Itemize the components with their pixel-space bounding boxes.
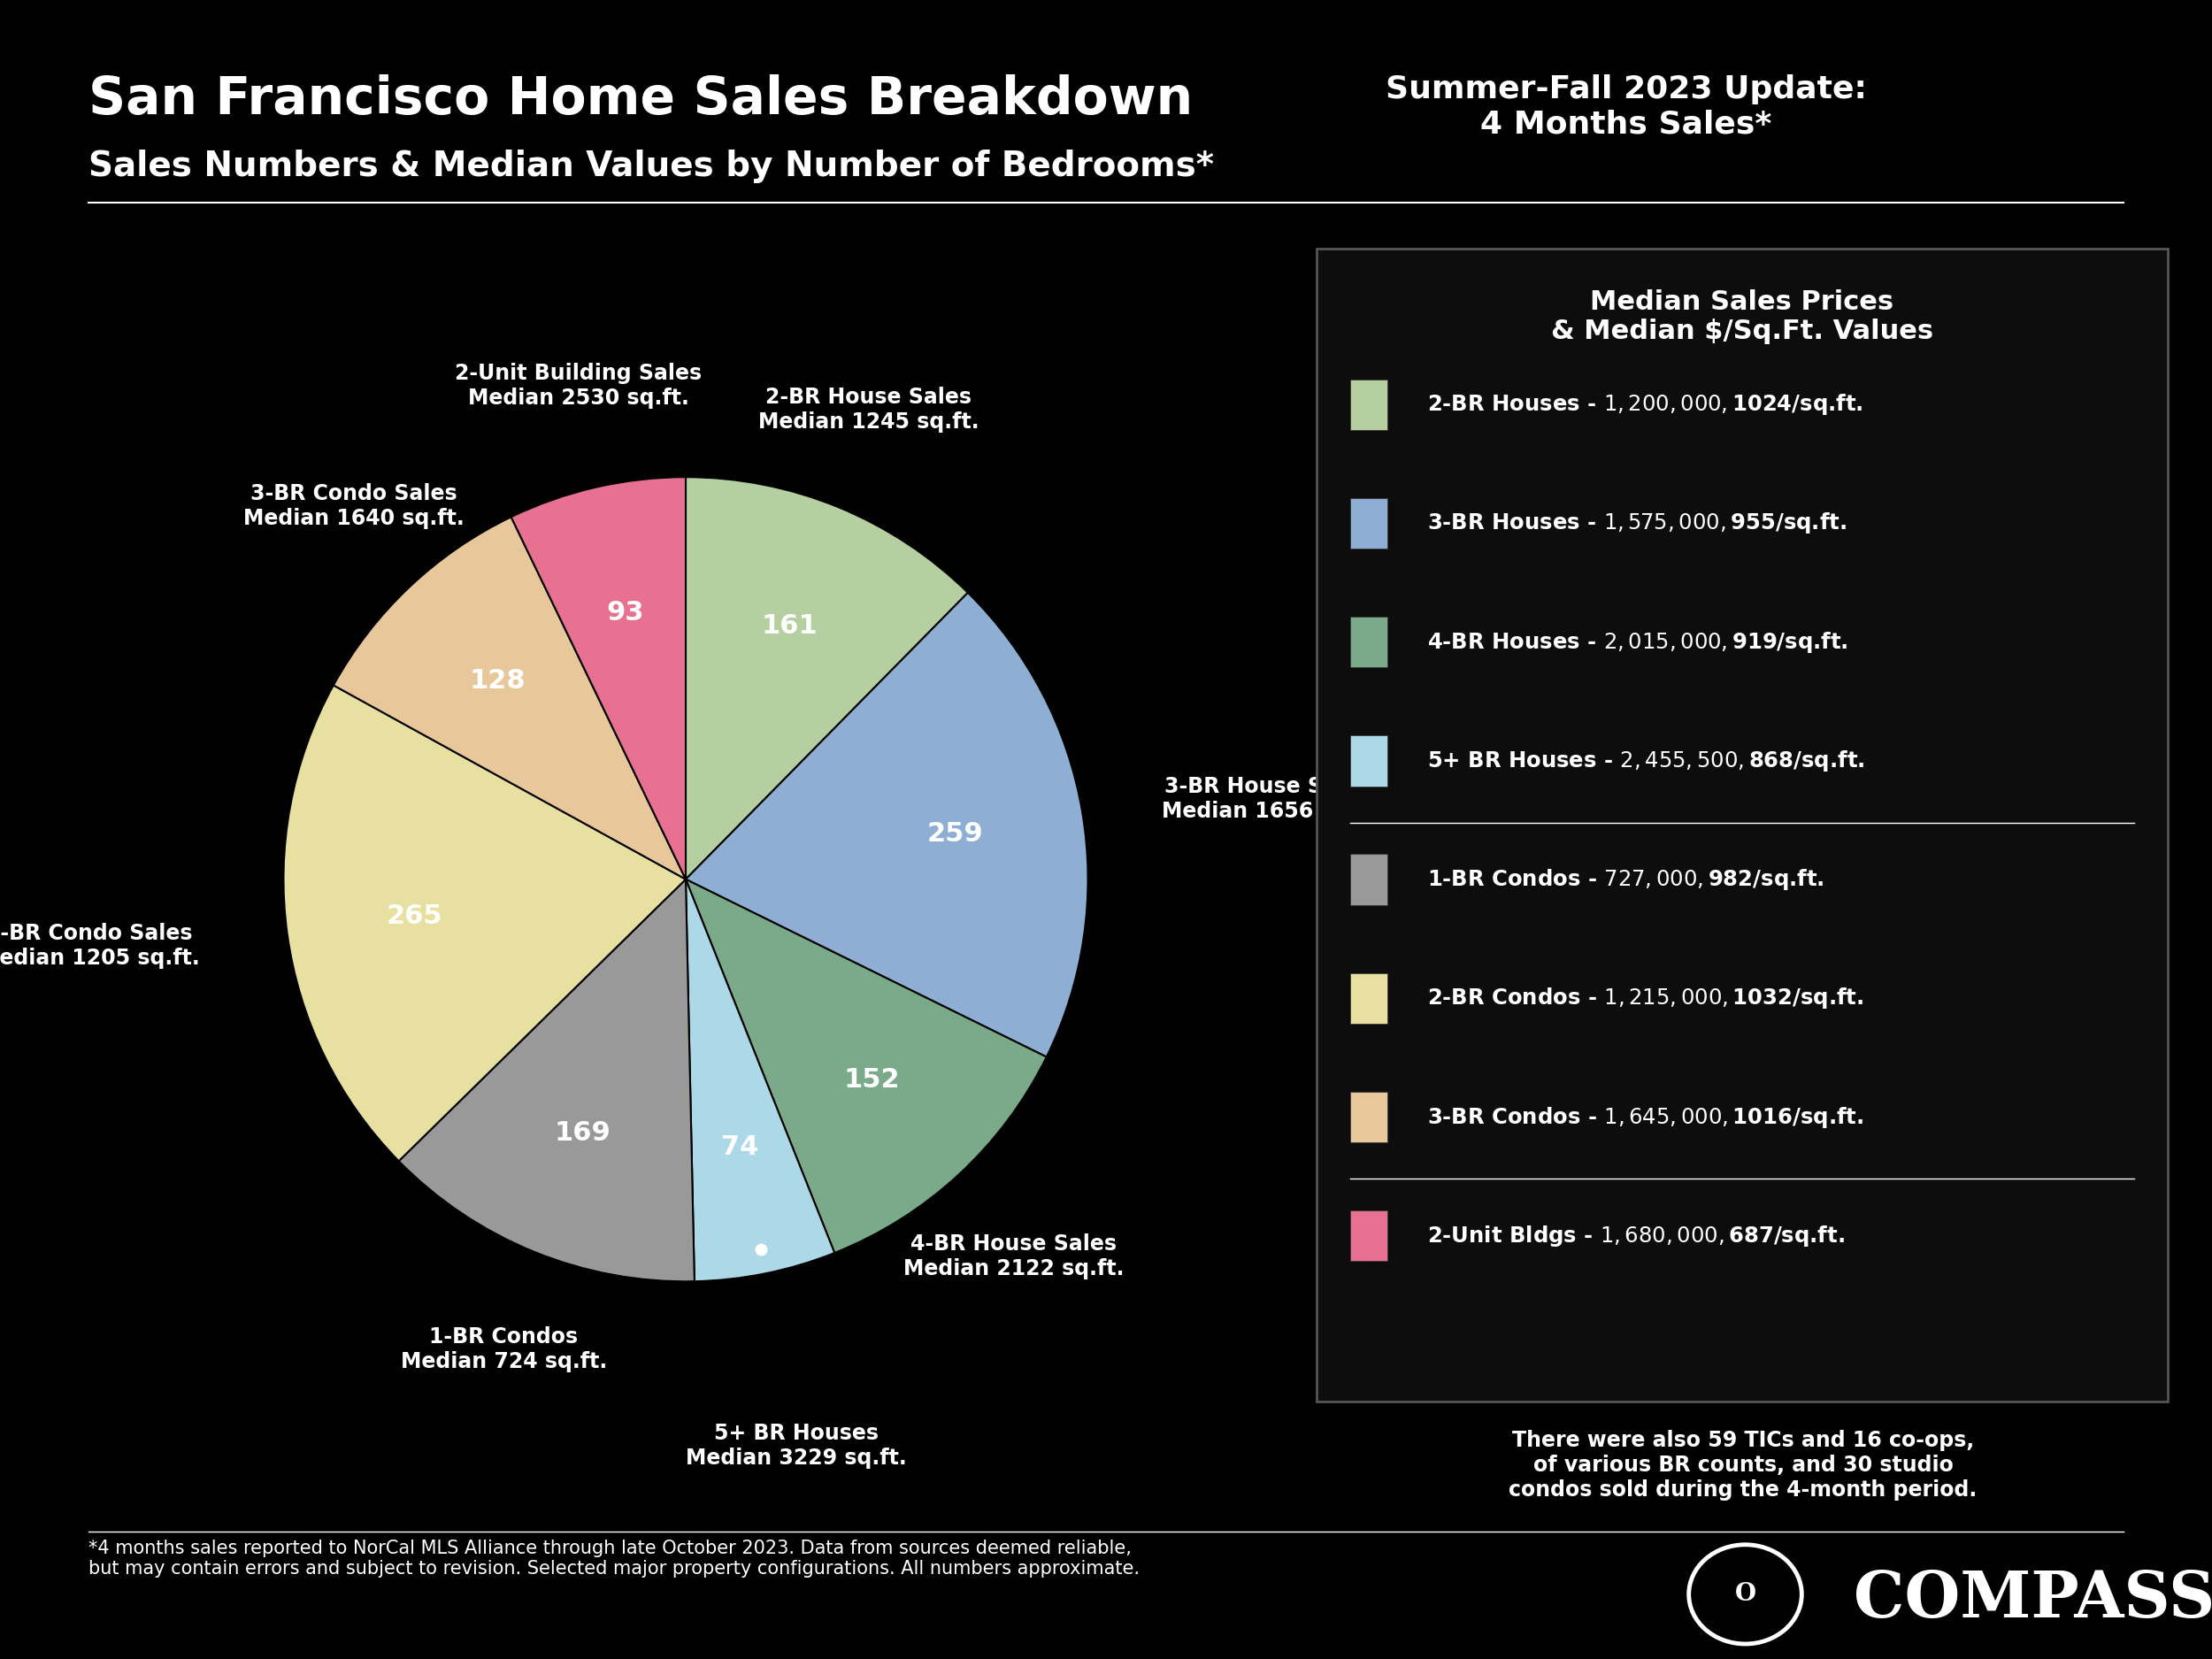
FancyBboxPatch shape <box>1349 972 1387 1024</box>
FancyBboxPatch shape <box>1349 854 1387 904</box>
Text: O: O <box>1734 1583 1756 1606</box>
Text: 3-BR Condos - $1,645,000, $1016/sq.ft.: 3-BR Condos - $1,645,000, $1016/sq.ft. <box>1427 1105 1863 1130</box>
Text: 2-Unit Bldgs - $1,680,000, $687/sq.ft.: 2-Unit Bldgs - $1,680,000, $687/sq.ft. <box>1427 1223 1845 1248</box>
Text: 2-BR House Sales
Median 1245 sq.ft.: 2-BR House Sales Median 1245 sq.ft. <box>759 387 980 433</box>
Text: 3-BR Condo Sales
Median 1640 sq.ft.: 3-BR Condo Sales Median 1640 sq.ft. <box>243 483 465 529</box>
Text: Sales Numbers & Median Values by Number of Bedrooms*: Sales Numbers & Median Values by Number … <box>88 149 1214 182</box>
Text: 3-BR House Sales
Median 1656 sq ft: 3-BR House Sales Median 1656 sq ft <box>1161 776 1374 821</box>
Wedge shape <box>686 879 1046 1253</box>
FancyBboxPatch shape <box>1349 735 1387 786</box>
FancyBboxPatch shape <box>1349 498 1387 549</box>
FancyBboxPatch shape <box>1349 617 1387 667</box>
Text: 152: 152 <box>843 1067 900 1093</box>
Text: 4-BR Houses - $2,015,000, $919/sq.ft.: 4-BR Houses - $2,015,000, $919/sq.ft. <box>1427 630 1847 654</box>
FancyBboxPatch shape <box>1316 249 2168 1402</box>
FancyBboxPatch shape <box>1349 380 1387 430</box>
Text: 2-BR Condo Sales
Median 1205 sq.ft.: 2-BR Condo Sales Median 1205 sq.ft. <box>0 922 199 969</box>
Wedge shape <box>686 478 969 879</box>
Text: 1-BR Condos
Median 724 sq.ft.: 1-BR Condos Median 724 sq.ft. <box>400 1326 606 1372</box>
FancyBboxPatch shape <box>1349 1092 1387 1143</box>
Text: 161: 161 <box>761 614 818 639</box>
Text: 3-BR Houses - $1,575,000, $955/sq.ft.: 3-BR Houses - $1,575,000, $955/sq.ft. <box>1427 511 1847 536</box>
Text: *4 months sales reported to NorCal MLS Alliance through late October 2023. Data : *4 months sales reported to NorCal MLS A… <box>88 1540 1139 1578</box>
Text: 2-BR Houses - $1,200,000, $1024/sq.ft.: 2-BR Houses - $1,200,000, $1024/sq.ft. <box>1427 392 1863 416</box>
Text: 4-BR House Sales
Median 2122 sq.ft.: 4-BR House Sales Median 2122 sq.ft. <box>902 1234 1124 1279</box>
Wedge shape <box>511 478 686 879</box>
Wedge shape <box>283 685 686 1161</box>
Text: 74: 74 <box>721 1135 759 1160</box>
Text: COMPASS: COMPASS <box>1854 1568 2212 1631</box>
Text: 5+ BR Houses
Median 3229 sq.ft.: 5+ BR Houses Median 3229 sq.ft. <box>686 1423 907 1468</box>
Text: 93: 93 <box>606 601 644 625</box>
Wedge shape <box>398 879 695 1281</box>
Text: 128: 128 <box>469 669 526 693</box>
Text: 259: 259 <box>927 821 984 846</box>
Text: 2-Unit Building Sales
Median 2530 sq.ft.: 2-Unit Building Sales Median 2530 sq.ft. <box>456 363 701 408</box>
Text: Median Sales Prices
& Median $/Sq.Ft. Values: Median Sales Prices & Median $/Sq.Ft. Va… <box>1551 289 1933 345</box>
Text: 265: 265 <box>387 904 442 929</box>
Text: 169: 169 <box>555 1120 611 1145</box>
Text: 5+ BR Houses - $2,455,500, $868/sq.ft.: 5+ BR Houses - $2,455,500, $868/sq.ft. <box>1427 748 1865 773</box>
Text: 2-BR Condos - $1,215,000, $1032/sq.ft.: 2-BR Condos - $1,215,000, $1032/sq.ft. <box>1427 985 1863 1010</box>
Text: 1-BR Condos - $727,000, $982/sq.ft.: 1-BR Condos - $727,000, $982/sq.ft. <box>1427 868 1823 893</box>
Text: There were also 59 TICs and 16 co-ops,
of various BR counts, and 30 studio
condo: There were also 59 TICs and 16 co-ops, o… <box>1509 1430 1978 1500</box>
FancyBboxPatch shape <box>1349 1211 1387 1261</box>
Wedge shape <box>334 518 686 879</box>
Wedge shape <box>686 879 834 1281</box>
Text: Summer-Fall 2023 Update:
4 Months Sales*: Summer-Fall 2023 Update: 4 Months Sales* <box>1385 75 1867 139</box>
Wedge shape <box>686 592 1088 1057</box>
Text: San Francisco Home Sales Breakdown: San Francisco Home Sales Breakdown <box>88 75 1192 124</box>
